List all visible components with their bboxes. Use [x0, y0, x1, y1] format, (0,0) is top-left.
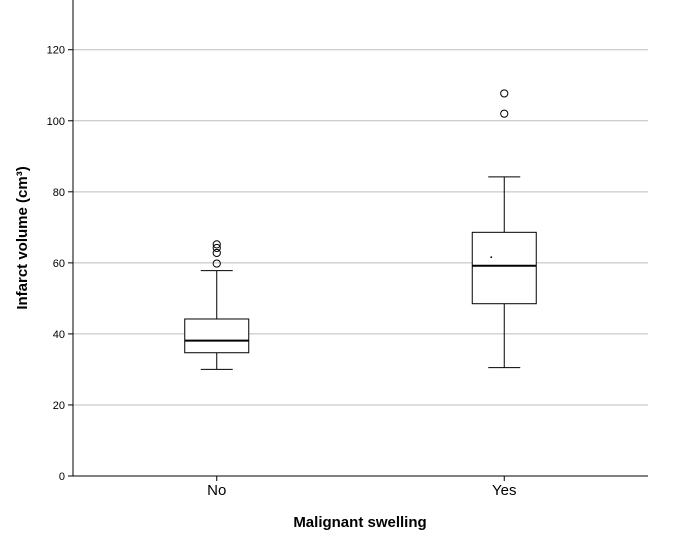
- mean-marker: [490, 256, 493, 259]
- y-tick-label: 0: [59, 471, 65, 483]
- box-plot-series: [184, 89, 537, 370]
- y-axis-title: Infarct volume (cm³): [14, 166, 31, 309]
- outlier-point: [212, 240, 221, 249]
- y-tick-label: 60: [53, 258, 65, 270]
- y-tick-label: 20: [53, 400, 65, 412]
- x-axis-ticks: No Yes: [207, 476, 516, 499]
- grid-lines: [73, 49, 648, 406]
- outlier-point: [500, 109, 509, 118]
- outlier-point: [212, 259, 221, 268]
- box-no: [184, 240, 250, 370]
- y-tick-label: 40: [53, 329, 65, 341]
- y-tick-label: 80: [53, 187, 65, 199]
- outlier-point: [500, 89, 509, 98]
- outlier-point: [212, 248, 221, 258]
- outlier-point: [212, 243, 221, 253]
- iqr-box: [184, 318, 250, 354]
- box-yes: [471, 89, 537, 369]
- iqr-box: [471, 231, 537, 305]
- y-axis-ticks: 0 20 40 60 80 100 120: [47, 45, 73, 483]
- x-tick-label: No: [207, 482, 226, 499]
- y-tick-label: 100: [47, 116, 65, 128]
- x-tick-label: Yes: [492, 482, 516, 499]
- x-axis-title: Malignant swelling: [293, 514, 426, 531]
- axes: [72, 0, 648, 477]
- y-tick-label: 120: [47, 45, 65, 57]
